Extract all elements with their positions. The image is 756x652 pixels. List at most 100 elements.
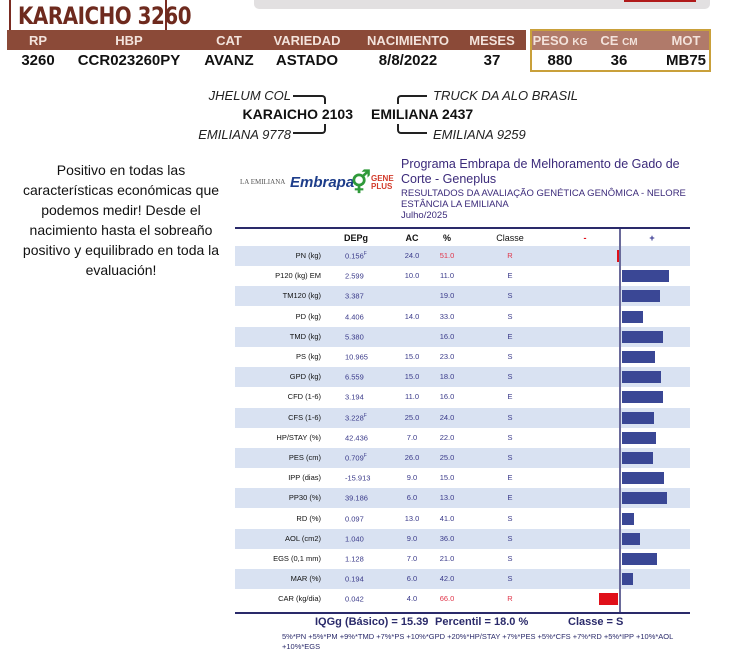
depg-value: 3.194 [345,392,364,402]
dep-bar [617,250,619,262]
classe-value: E [507,331,513,341]
trait-name: GPD (kg) [289,372,321,382]
pct-value: 21.0 [439,554,455,563]
table-row: CAR (kg/dia) 0.042 4.0 66.0 R [235,589,690,609]
dep-bar [622,492,667,505]
classe-value: S [507,291,513,301]
dep-bar [622,371,661,384]
table-row: CFD (1-6) 3.194 11.0 16.0 E [235,387,690,407]
table-top-rule [235,227,690,229]
info-col-label: HBP [115,33,143,48]
pedigree-line [397,95,427,104]
dep-bar [622,310,643,323]
ac-value: 24.0 [404,251,420,260]
classe-value: S [507,533,513,543]
classe-value: S [507,311,513,321]
ac-value: 26.0 [404,453,420,462]
table-row: TM120 (kg) 3.387 19.0 S [235,286,690,307]
comment-text: Positivo en todas las características ec… [22,162,220,278]
pct-value: 16.0 [439,392,455,402]
measure-value: 880 [547,52,573,69]
dam: EMILIANA 2437 [371,106,474,122]
classe: Classe = S [568,616,624,628]
depg-value: 0.709F [345,453,367,463]
sire-dam: EMILIANA 9778 [198,127,291,142]
ac-value: 9.0 [406,533,418,543]
table-row: CFS (1-6) 3.228F 25.0 24.0 S [235,407,690,428]
classe-value: E [507,473,513,483]
depg-value: 4.406 [345,312,364,322]
trait-name: P120 (kg) EM [275,271,321,281]
measures-header [532,31,709,50]
ac-value: 13.0 [404,513,420,523]
table-row: RD (%) 0.097 13.0 41.0 S [235,509,690,529]
measure-value: 36 [610,52,628,69]
trait-name: TMD (kg) [289,331,321,341]
info-value: 8/8/2022 [378,52,438,69]
depg-value: 6.559 [345,372,364,382]
la-emiliana-logo: LA EMILIANA [240,178,286,186]
dep-bar [599,593,618,606]
farm-name: ESTÂNCIA LA EMILIANA [401,199,509,210]
classe-value: R [507,594,513,604]
info-value: AVANZ [204,52,254,69]
info-value: 37 [483,52,501,69]
pct-value: 51.0 [439,251,455,260]
ac-value: 14.0 [404,311,420,321]
pct-value: 66.0 [439,594,455,604]
dep-bar [622,330,663,343]
table-row: IPP (dias) -15.913 9.0 15.0 E [235,468,690,488]
dep-bar [622,431,656,444]
classe-value: S [507,453,513,462]
depg-value: 0.156F [345,251,367,261]
classe-value: E [507,493,513,503]
pedigree-line [293,95,326,104]
table-row: TMD (kg) 5.380 16.0 E [235,326,690,347]
pedigree-line [293,124,326,134]
ac-value: 7.0 [406,432,418,442]
table-row: AOL (cm2) 1.040 9.0 36.0 S [235,528,690,549]
dam-dam: EMILIANA 9259 [433,127,526,142]
info-col-label: CAT [216,33,242,48]
measure-label: MOT [671,33,701,48]
dep-bar [622,290,660,303]
pct-value: 16.0 [439,331,455,341]
top-banner [254,0,710,9]
report-header: Programa Embrapa de Melhoramento de Gado… [401,157,691,221]
ac-value: 25.0 [404,412,420,422]
depg-value: 1.128 [345,554,364,564]
measure-label: PESO KG [532,33,588,48]
classe-value: S [507,513,513,523]
depg-value: 3.228F [345,412,367,423]
trait-name: IPP (dias) [288,473,321,483]
title-tab [9,0,167,30]
info-col-label: VARIEDAD [273,33,341,48]
table-row: HP/STAY (%) 42.436 7.0 22.0 S [235,428,690,448]
top-accent [624,0,696,2]
pct-value: 22.0 [439,432,455,442]
dep-bar [622,452,653,464]
table-row: GPD (kg) 6.559 15.0 18.0 S [235,367,690,388]
iqgg: IQGg (Básico) = 15.39 [315,616,429,628]
classe-value: S [507,554,513,563]
trait-name: HP/STAY (%) [276,432,321,442]
trait-name: AOL (cm2) [285,533,321,543]
report-subtitle: RESULTADOS DA AVALIAÇÃO GENÉTICA GENÔMIC… [401,188,686,199]
trait-name: MAR (%) [290,574,321,584]
trait-name: PS (kg) [295,352,321,361]
ac-value: 9.0 [406,473,418,483]
dam-sire: TRUCK DA ALO BRASIL [433,88,578,103]
depg-value: 0.194 [345,574,364,584]
pct-value: 23.0 [439,352,455,361]
dep-bar [622,411,654,424]
col-minus: - [583,233,587,243]
col-ac: AC [405,233,419,243]
pct-value: 25.0 [439,453,455,462]
depg-value: 2.599 [345,271,364,281]
table-row: PD (kg) 4.406 14.0 33.0 S [235,307,690,327]
classe-value: S [507,412,513,422]
pct-value: 42.0 [439,574,455,584]
dep-bar [622,351,655,363]
col-classe: Classe [496,233,524,243]
classe-value: E [507,271,513,281]
